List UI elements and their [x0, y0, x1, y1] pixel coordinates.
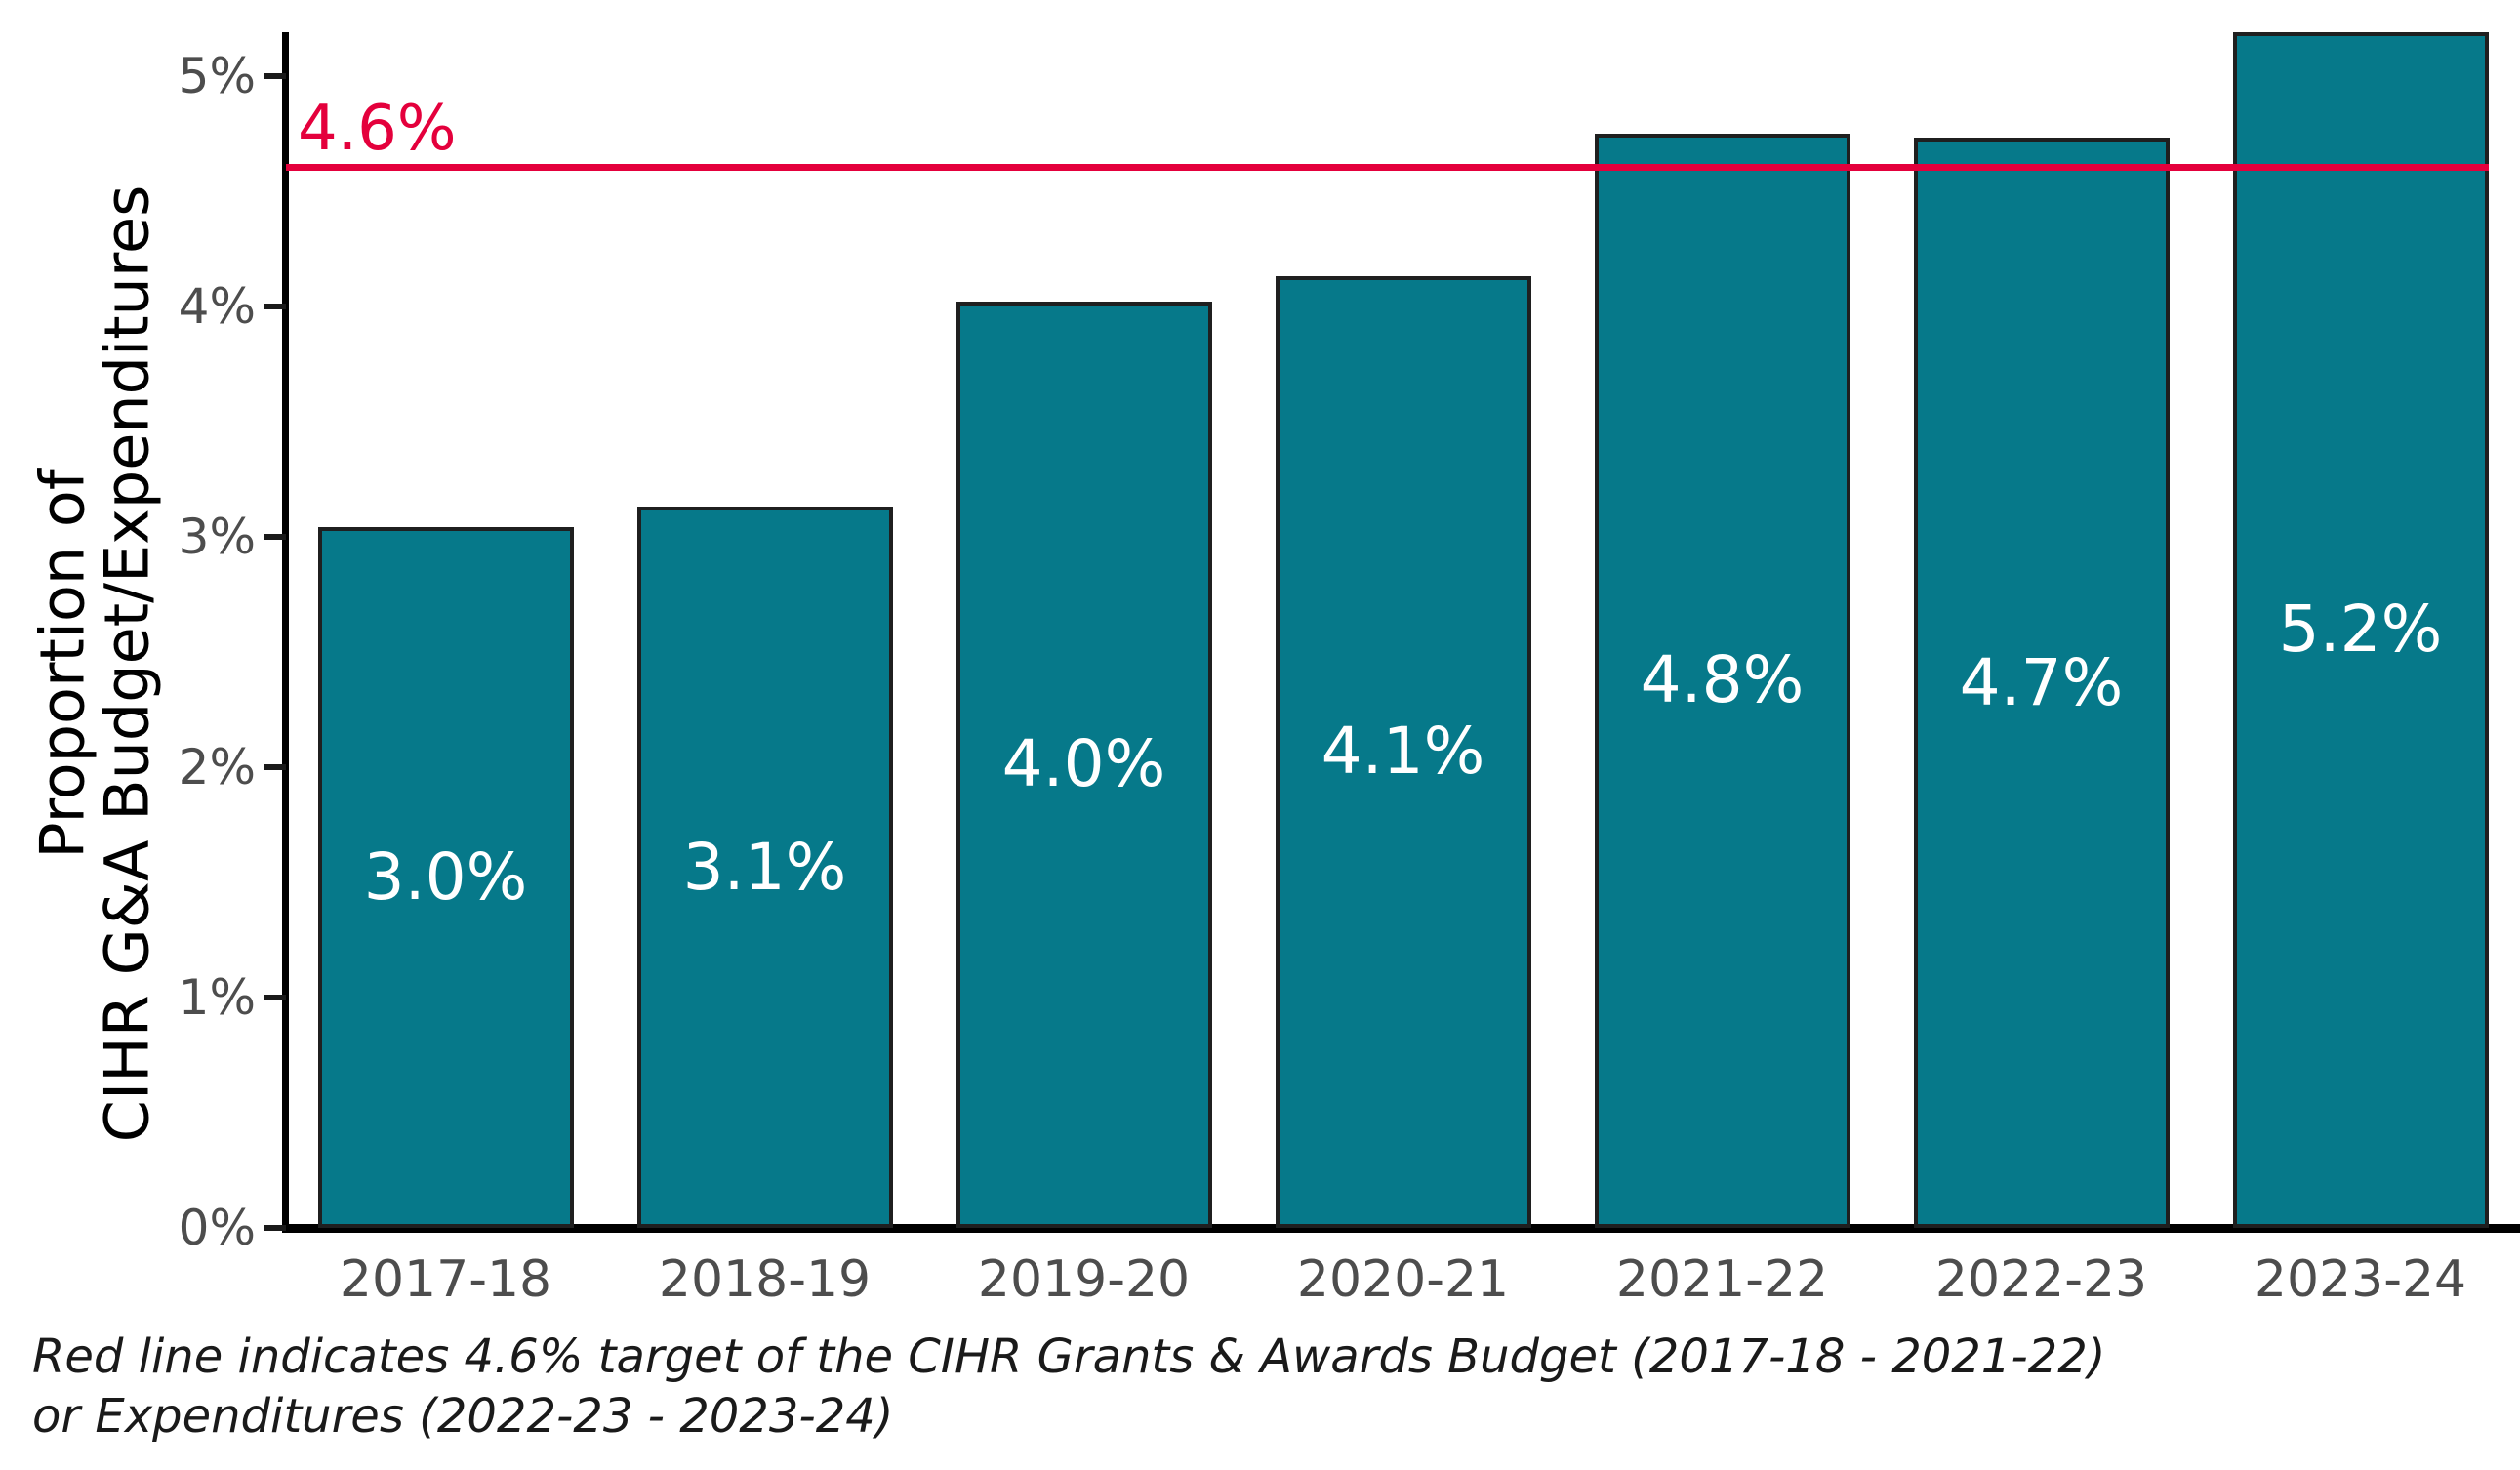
bar-2017-18 [317, 527, 574, 1228]
y-tick-label: 3% [178, 508, 256, 565]
y-tick-mark [264, 533, 286, 540]
bar-2018-19 [636, 507, 893, 1228]
bar-2023-24 [2232, 31, 2489, 1228]
y-tick-mark [264, 303, 286, 309]
y-tick-mark [264, 72, 286, 79]
y-tick-label: 0% [178, 1200, 256, 1256]
x-tick-label: 2023-24 [2254, 1250, 2467, 1309]
y-tick-label: 4% [178, 277, 256, 335]
bar-2022-23 [1913, 138, 2170, 1228]
y-axis-title-line2: CIHR G&A Budget/Expenditures [91, 184, 162, 1143]
bar-2021-22 [1594, 133, 1850, 1228]
y-axis-line [282, 32, 289, 1231]
x-tick-label: 2022-23 [1934, 1250, 2148, 1309]
chart-caption: Red line indicates 4.6% target of the CI… [32, 1327, 2105, 1447]
x-axis-line [282, 1224, 2520, 1233]
x-tick-label: 2019-20 [977, 1250, 1191, 1309]
bar-2020-21 [1275, 275, 1531, 1228]
bar-value-label: 4.0% [1001, 726, 1166, 802]
caption-line1: Red line indicates 4.6% target of the CI… [32, 1329, 2106, 1384]
y-tick-label: 1% [178, 968, 256, 1026]
y-tick-label: 2% [178, 738, 256, 796]
caption-line2: or Expenditures (2022-23 - 2023-24) [32, 1388, 894, 1444]
x-tick-label: 2017-18 [339, 1250, 552, 1309]
y-tick-mark [264, 994, 286, 1000]
x-tick-label: 2020-21 [1296, 1250, 1510, 1309]
y-tick-mark [264, 763, 286, 770]
target-reference-label: 4.6% [298, 92, 457, 165]
y-tick-label: 5% [178, 47, 256, 104]
target-reference-line [286, 163, 2489, 171]
bar-value-label: 4.8% [1640, 642, 1805, 718]
bar-2019-20 [955, 301, 1212, 1228]
bar-value-label: 3.1% [682, 829, 847, 905]
y-axis-title: Proportion of CIHR G&A Budget/Expenditur… [26, 184, 162, 1143]
bar-value-label: 3.0% [363, 839, 528, 916]
y-tick-mark [264, 1225, 286, 1231]
x-tick-label: 2021-22 [1615, 1250, 1829, 1309]
y-axis-title-line1: Proportion of [26, 469, 99, 859]
bar-value-label: 5.2% [2278, 592, 2443, 668]
bar-value-label: 4.1% [1321, 714, 1485, 790]
bar-value-label: 4.7% [1959, 644, 2124, 720]
x-tick-label: 2018-19 [658, 1250, 872, 1309]
